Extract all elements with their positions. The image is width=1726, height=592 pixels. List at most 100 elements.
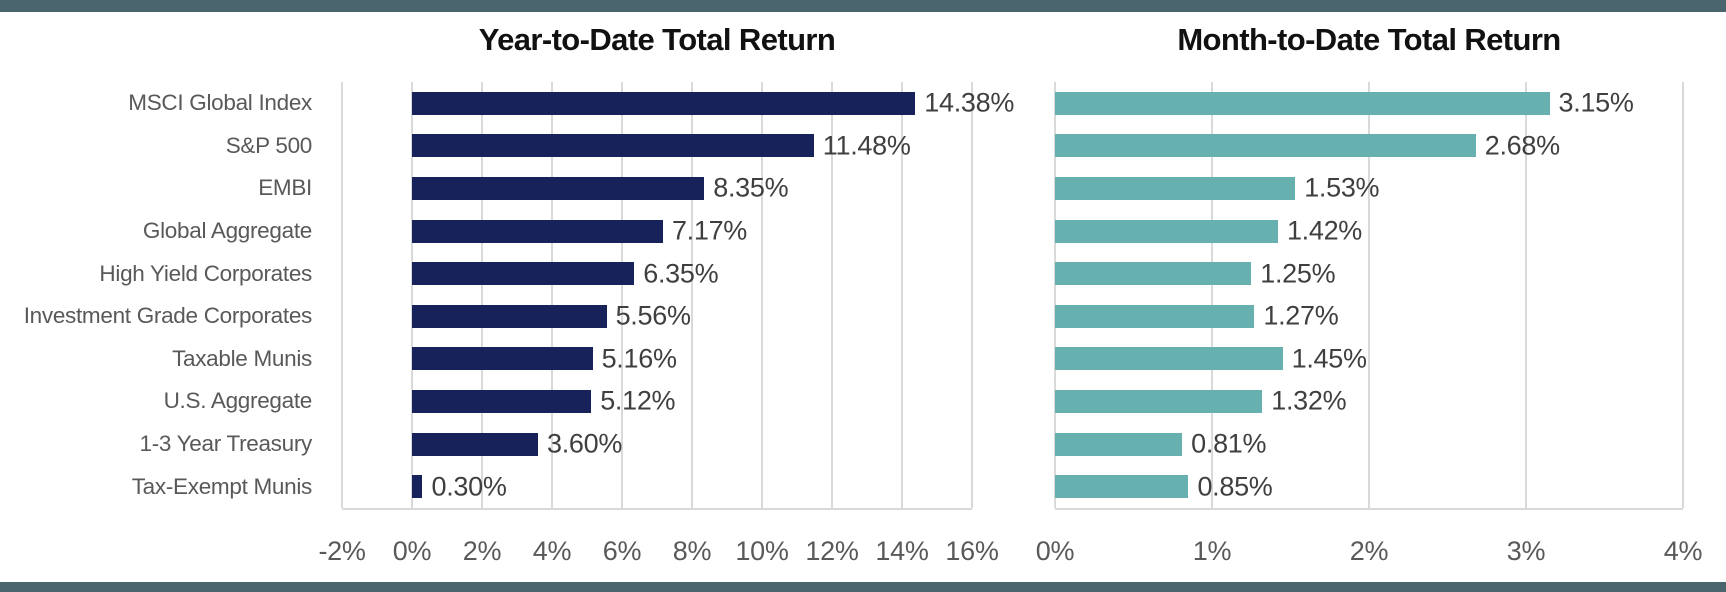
bar-row: 8.35% xyxy=(342,167,972,210)
x-tick-label: 12% xyxy=(805,536,859,566)
bar xyxy=(1055,475,1189,499)
value-label: 11.48% xyxy=(822,130,911,161)
category-label: Taxable Munis xyxy=(172,345,312,371)
value-label: 7.17% xyxy=(671,215,747,246)
x-tick-label: 16% xyxy=(945,536,999,566)
ytd-chart: Year-to-Date Total Return MSCI Global In… xyxy=(0,22,1015,572)
bar-row: 0.81% xyxy=(1055,423,1683,466)
bar xyxy=(1055,432,1183,456)
mtd-x-axis: 0% 1% 2% 3% 4% xyxy=(1036,532,1703,572)
bar xyxy=(1055,304,1255,328)
bar xyxy=(411,389,592,413)
ytd-chart-title: Year-to-Date Total Return xyxy=(478,22,836,57)
value-label: 0.30% xyxy=(431,471,507,502)
gridline xyxy=(1525,82,1527,508)
bar xyxy=(411,134,814,158)
bar xyxy=(1055,176,1296,200)
top-accent-bar xyxy=(0,0,1726,12)
value-label: 0.85% xyxy=(1197,471,1273,502)
category-label: U.S. Aggregate xyxy=(163,388,313,414)
x-tick-label: -2% xyxy=(318,536,366,566)
x-tick-label: 10% xyxy=(735,536,789,566)
category-label: Global Aggregate xyxy=(142,218,312,244)
category-label: MSCI Global Index xyxy=(128,90,312,116)
value-label: 5.12% xyxy=(600,385,676,416)
value-label: 1.42% xyxy=(1286,215,1362,246)
gridline xyxy=(410,82,413,508)
bar-row: 0.85% xyxy=(1055,465,1683,508)
bar xyxy=(411,176,705,200)
value-label: 3.15% xyxy=(1558,87,1634,118)
x-tick-label: 2% xyxy=(1349,536,1389,566)
bar xyxy=(411,219,663,243)
bar xyxy=(1055,389,1263,413)
bar-row: 3.60% xyxy=(342,423,972,466)
value-label: 6.35% xyxy=(643,258,719,289)
x-tick-label: 4% xyxy=(1663,536,1703,566)
gridline xyxy=(1054,82,1056,508)
x-tick-label: 14% xyxy=(875,536,929,566)
ytd-plot-area: 14.38% 11.48% 8.35% 7.17% 6.35% 5.56% 5.16% 5.1… xyxy=(341,82,1014,510)
value-label: 5.56% xyxy=(615,300,691,331)
category-label: EMBI xyxy=(258,175,312,201)
bar xyxy=(1055,219,1278,243)
value-label: 5.16% xyxy=(601,343,677,374)
gridline xyxy=(480,82,483,508)
gridline xyxy=(761,82,763,508)
bar xyxy=(411,347,593,371)
bar-row: 1.32% xyxy=(1055,380,1683,423)
x-tick-label: 4% xyxy=(532,536,572,566)
bar xyxy=(1055,134,1476,158)
value-label: 0.81% xyxy=(1191,428,1267,459)
bar-row: 2.68% xyxy=(1055,125,1683,168)
value-label: 1.45% xyxy=(1291,343,1367,374)
ytd-x-axis: -2% 0% 2% 4% 6% 8% 10% 12% 14% 16% xyxy=(318,532,998,572)
mtd-plot-area: 3.15% 2.68% 1.53% 1.42% 1.25% 1.27% 1.45% 1.32%… xyxy=(1054,82,1684,510)
value-label: 14.38% xyxy=(924,87,1015,118)
bar-row: 0.30% xyxy=(342,465,972,508)
category-label: 1-3 Year Treasury xyxy=(139,431,312,457)
x-tick-label: 2% xyxy=(462,536,502,566)
gridline xyxy=(971,82,973,508)
value-label: 3.60% xyxy=(546,428,623,459)
gridline xyxy=(691,82,693,508)
bar xyxy=(411,304,607,328)
value-label: 1.27% xyxy=(1263,300,1339,331)
gridline xyxy=(1368,82,1370,508)
value-label: 1.25% xyxy=(1260,258,1336,289)
category-label: S&P 500 xyxy=(225,132,313,158)
category-label: High Yield Corporates xyxy=(99,260,312,286)
value-label: 8.35% xyxy=(713,172,789,203)
bar-row: 5.16% xyxy=(342,338,972,381)
gridline xyxy=(1211,82,1213,508)
gridline xyxy=(900,82,903,508)
ytd-category-labels: MSCI Global Index S&P 500 EMBI Global Aggre… xyxy=(0,82,313,508)
bar-row: 6.35% xyxy=(342,252,972,295)
gridline xyxy=(620,82,623,508)
bar-row: 1.53% xyxy=(1055,167,1683,210)
bar xyxy=(411,91,916,115)
bar xyxy=(1055,262,1252,286)
value-label: 1.53% xyxy=(1304,172,1380,203)
x-tick-label: 0% xyxy=(392,536,432,566)
x-tick-label: 6% xyxy=(602,536,642,566)
mtd-chart: Month-to-Date Total Return 3.15% 2.68% 1.5… xyxy=(1036,0,1726,592)
gridline xyxy=(831,82,833,508)
bar-row: 1.27% xyxy=(1055,295,1683,338)
gridline xyxy=(551,82,553,508)
category-label: Tax-Exempt Munis xyxy=(131,473,313,499)
bar-row: 7.17% xyxy=(342,210,972,253)
bar xyxy=(411,262,635,286)
gridline xyxy=(341,82,343,508)
bar-row: 14.38% xyxy=(342,82,1014,125)
x-tick-label: 3% xyxy=(1506,536,1546,566)
bar-row: 3.15% xyxy=(1055,82,1683,125)
x-tick-label: 1% xyxy=(1192,536,1232,566)
x-tick-label: 0% xyxy=(1035,536,1075,566)
bottom-accent-bar xyxy=(0,582,1726,592)
bar xyxy=(1055,347,1283,371)
bar xyxy=(1055,91,1550,115)
bar xyxy=(411,475,423,499)
bar-row: 11.48% xyxy=(342,125,972,168)
